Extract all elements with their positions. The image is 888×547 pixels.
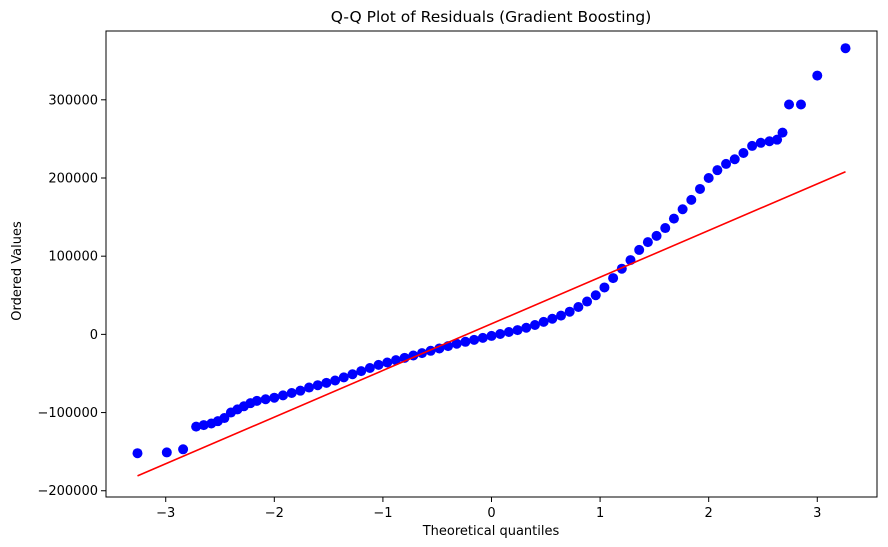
data-point <box>677 204 688 215</box>
y-axis: −200000 −100000 0 100000 200000 300000 <box>37 93 106 499</box>
data-point <box>312 380 323 391</box>
x-axis: −3 −2 −1 0 1 2 3 <box>156 497 821 521</box>
data-point <box>521 322 532 333</box>
x-tick-label: −1 <box>373 506 392 521</box>
data-point <box>755 137 766 148</box>
data-point <box>795 99 806 110</box>
data-point <box>529 319 540 330</box>
y-tick-label: −100000 <box>37 406 98 421</box>
data-point <box>304 382 315 393</box>
data-point <box>694 183 705 194</box>
y-tick-label: 100000 <box>48 250 98 265</box>
data-point <box>634 244 645 255</box>
data-point <box>660 223 671 234</box>
data-point <box>132 448 143 459</box>
data-point <box>764 136 775 147</box>
data-point <box>338 372 349 383</box>
data-point <box>738 147 749 158</box>
data-point <box>191 421 202 432</box>
data-point <box>564 306 575 317</box>
data-point <box>469 334 480 345</box>
data-point <box>330 375 341 386</box>
x-tick-label: 0 <box>487 506 495 521</box>
data-point <box>390 355 401 366</box>
y-tick-label: 200000 <box>48 171 98 186</box>
data-point <box>486 330 497 341</box>
data-point <box>269 392 280 403</box>
data-point <box>747 140 758 151</box>
y-tick-label: 0 <box>90 328 98 343</box>
data-point <box>364 362 375 373</box>
data-point <box>503 327 514 338</box>
y-axis-title: Ordered Values <box>10 221 25 321</box>
data-point <box>495 328 506 339</box>
data-point <box>251 395 262 406</box>
data-point <box>555 310 566 321</box>
data-point <box>686 194 697 205</box>
data-point <box>812 70 823 81</box>
x-tick-label: 2 <box>705 506 713 521</box>
data-point <box>840 43 851 54</box>
data-point <box>278 390 289 401</box>
x-tick-label: 1 <box>596 506 604 521</box>
x-tick-label: −2 <box>265 506 284 521</box>
y-tick-label: 300000 <box>48 93 98 108</box>
data-point <box>772 134 783 145</box>
plot-area <box>132 43 851 477</box>
data-point <box>286 388 297 399</box>
x-tick-label: 3 <box>813 506 821 521</box>
data-point <box>295 385 306 396</box>
data-point <box>729 154 740 165</box>
data-point <box>373 359 384 370</box>
data-point <box>599 282 610 293</box>
data-point <box>582 296 593 307</box>
data-point <box>642 237 653 248</box>
x-tick-label: −3 <box>156 506 175 521</box>
data-point <box>573 302 584 313</box>
data-point <box>712 165 723 176</box>
data-point <box>178 444 189 455</box>
data-point <box>777 127 788 138</box>
data-point <box>451 338 462 349</box>
data-point <box>260 394 271 405</box>
data-point <box>784 99 795 110</box>
data-point <box>703 172 714 183</box>
y-tick-label: −200000 <box>37 484 98 499</box>
x-axis-title: Theoretical quantiles <box>422 524 560 539</box>
data-point <box>321 377 332 388</box>
data-point <box>356 366 367 377</box>
data-point <box>651 230 662 241</box>
data-point <box>477 332 488 343</box>
data-points <box>132 43 851 459</box>
data-point <box>347 369 358 380</box>
data-point <box>382 357 393 368</box>
chart-title: Q-Q Plot of Residuals (Gradient Boosting… <box>331 8 652 26</box>
data-point <box>668 213 679 224</box>
data-point <box>590 290 601 301</box>
data-point <box>547 313 558 324</box>
data-point <box>608 273 619 284</box>
data-point <box>538 316 549 327</box>
data-point <box>721 158 732 169</box>
plot-frame <box>105 30 878 498</box>
data-point <box>161 447 172 458</box>
fit-line <box>137 171 846 477</box>
data-point <box>512 325 523 336</box>
data-point <box>460 336 471 347</box>
data-point <box>198 420 209 431</box>
